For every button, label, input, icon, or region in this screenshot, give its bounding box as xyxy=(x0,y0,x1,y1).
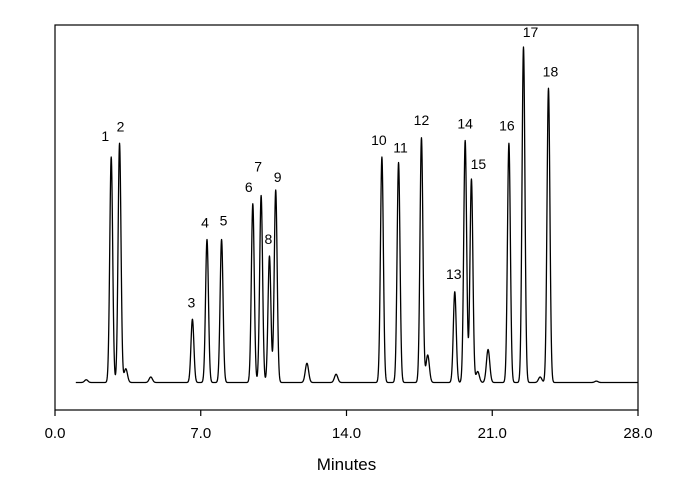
x-tick-label: 0.0 xyxy=(45,425,66,442)
x-tick-label: 28.0 xyxy=(623,425,652,442)
peak-label-13: 13 xyxy=(446,266,462,282)
chromatogram-trace xyxy=(75,46,639,384)
x-tick-label: 14.0 xyxy=(332,425,361,442)
peak-label-10: 10 xyxy=(371,132,387,148)
peak-label-5: 5 xyxy=(220,213,228,229)
peak-label-18: 18 xyxy=(543,63,559,79)
peak-label-8: 8 xyxy=(265,231,273,247)
peak-label-7: 7 xyxy=(254,159,262,175)
peak-label-6: 6 xyxy=(245,179,253,195)
x-axis-title: Minutes xyxy=(317,455,377,474)
x-tick-label: 7.0 xyxy=(190,425,211,442)
peak-label-1: 1 xyxy=(101,128,109,144)
peak-label-15: 15 xyxy=(471,156,487,172)
peak-label-16: 16 xyxy=(499,117,515,133)
peak-label-17: 17 xyxy=(523,24,539,40)
peak-label-12: 12 xyxy=(414,112,430,128)
peak-label-2: 2 xyxy=(117,118,125,134)
x-tick-label: 21.0 xyxy=(478,425,507,442)
peak-label-14: 14 xyxy=(457,116,473,132)
peak-label-4: 4 xyxy=(201,215,209,231)
peak-label-11: 11 xyxy=(393,140,408,156)
peak-label-3: 3 xyxy=(188,294,196,310)
peak-label-9: 9 xyxy=(274,169,282,185)
